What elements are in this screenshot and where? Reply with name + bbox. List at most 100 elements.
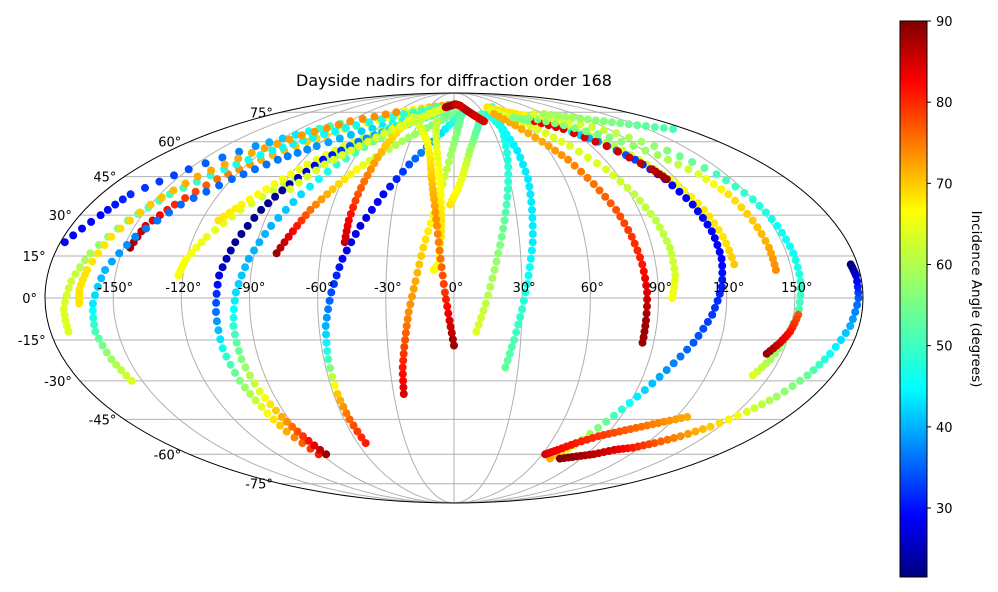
data-point <box>477 313 486 322</box>
data-point <box>624 120 633 129</box>
data-point <box>765 396 774 405</box>
data-point <box>396 122 405 131</box>
data-point <box>408 292 416 301</box>
data-point <box>630 190 639 199</box>
data-point <box>731 182 740 191</box>
data-point <box>540 110 549 118</box>
data-point <box>78 224 86 233</box>
data-point <box>352 165 361 174</box>
data-point <box>403 119 412 128</box>
data-point <box>399 390 408 398</box>
data-point <box>670 264 679 273</box>
data-point <box>419 243 428 252</box>
data-point <box>278 134 287 143</box>
data-point <box>409 284 418 293</box>
data-point <box>659 230 668 238</box>
data-point <box>510 336 519 344</box>
data-point <box>285 135 294 144</box>
data-point <box>351 196 360 205</box>
data-point <box>411 154 420 163</box>
data-point <box>625 399 634 407</box>
data-point <box>682 194 691 203</box>
data-point <box>262 160 271 169</box>
data-point <box>123 241 131 249</box>
map-boundary <box>44 92 864 504</box>
data-point <box>357 127 366 136</box>
data-point <box>727 253 736 262</box>
data-point <box>332 271 341 280</box>
data-point <box>229 313 238 322</box>
data-point <box>484 291 493 300</box>
data-point <box>218 153 227 162</box>
data-point <box>646 209 655 218</box>
data-point <box>652 216 660 225</box>
data-point <box>623 183 632 192</box>
data-point <box>780 387 789 396</box>
data-point <box>301 211 310 220</box>
data-point <box>192 243 201 252</box>
data-point <box>705 212 714 221</box>
data-point <box>504 162 513 171</box>
data-point <box>218 263 227 272</box>
data-point <box>480 117 488 126</box>
data-point <box>404 133 413 142</box>
data-point <box>269 415 278 424</box>
data-point <box>237 271 246 280</box>
data-point <box>327 288 336 297</box>
data-point <box>633 121 642 130</box>
data-point <box>326 364 335 373</box>
data-point <box>530 110 539 118</box>
data-point <box>170 171 178 180</box>
data-point <box>320 160 329 169</box>
data-point <box>663 146 672 155</box>
data-point <box>527 198 536 206</box>
data-point <box>312 166 321 175</box>
data-point <box>772 392 781 401</box>
data-point <box>448 335 457 344</box>
data-point <box>837 336 845 344</box>
data-point <box>557 137 566 146</box>
data-point <box>446 322 455 331</box>
data-point <box>251 396 260 405</box>
data-point <box>642 122 650 131</box>
data-point <box>614 147 622 156</box>
data-point <box>97 274 106 283</box>
data-point <box>127 376 136 385</box>
data-point <box>456 101 465 110</box>
data-point <box>718 232 727 241</box>
data-point <box>401 336 410 344</box>
data-point <box>650 142 659 151</box>
data-point <box>212 289 221 298</box>
data-point <box>399 383 408 392</box>
data-point <box>386 182 395 191</box>
data-point <box>202 187 211 196</box>
data-point <box>322 313 331 322</box>
lon-tick-label: -150° <box>97 281 133 296</box>
data-point <box>257 205 266 214</box>
data-point <box>820 355 829 364</box>
data-point <box>436 198 445 206</box>
data-point <box>189 194 198 203</box>
data-point <box>193 172 202 181</box>
data-point <box>122 371 131 380</box>
data-point <box>511 121 520 130</box>
data-point <box>329 155 338 164</box>
data-point <box>791 256 800 265</box>
data-point <box>306 205 315 214</box>
data-point <box>273 139 282 148</box>
data-point <box>94 334 103 343</box>
data-point <box>748 371 757 380</box>
data-point <box>245 195 254 204</box>
data-point <box>707 227 716 236</box>
data-point <box>684 429 692 438</box>
data-point <box>703 220 712 229</box>
data-point <box>663 435 672 444</box>
data-point <box>411 277 420 286</box>
data-point <box>528 213 537 222</box>
data-point <box>528 238 537 247</box>
data-point <box>368 124 377 133</box>
lon-tick-label: -30° <box>374 281 402 296</box>
data-point <box>731 196 739 205</box>
data-point <box>668 294 677 302</box>
data-point <box>633 392 642 401</box>
